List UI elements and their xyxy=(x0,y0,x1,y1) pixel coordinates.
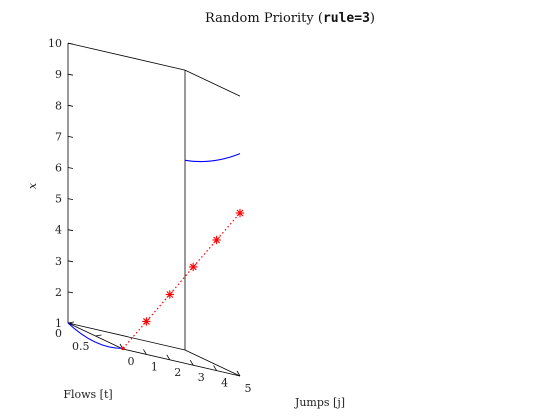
chart-title: Random Priority (rule=3) xyxy=(205,11,375,26)
z-tick-mark xyxy=(67,198,74,200)
x-axis-label: Jumps [j] xyxy=(294,396,345,409)
z-tick-label: 5 xyxy=(55,193,62,206)
z-tick-mark xyxy=(67,229,74,232)
z-tick-mark xyxy=(67,167,74,169)
y-tick-mark xyxy=(95,334,102,337)
jump-point-stroke xyxy=(213,236,220,244)
z-tick-label: 8 xyxy=(55,99,62,112)
z-tick-label: 6 xyxy=(55,162,62,175)
z-tick-mark xyxy=(67,291,74,294)
jump-point xyxy=(142,317,151,326)
y-tick-label: 0.5 xyxy=(72,340,90,353)
x-tick-mark xyxy=(213,365,217,371)
x-tick-label: 4 xyxy=(221,377,228,390)
y-tick-label: 0 xyxy=(55,327,62,340)
series xyxy=(67,153,245,351)
z-tick-label: 3 xyxy=(55,255,62,268)
z-tick-label: 7 xyxy=(55,130,62,143)
x-tick-label: 3 xyxy=(198,371,205,384)
z-tick-mark xyxy=(67,136,74,138)
z-tick-label: 9 xyxy=(55,68,62,81)
x-tick-label: 5 xyxy=(245,382,252,395)
axes-box xyxy=(67,42,241,377)
z-tick-mark xyxy=(67,260,74,263)
z-tick-label: 4 xyxy=(55,224,62,237)
z-tick-label: 2 xyxy=(55,286,62,299)
z-tick-mark xyxy=(67,104,74,107)
z-tick-mark xyxy=(67,73,74,76)
flow-curve xyxy=(67,322,124,349)
y-tick-mark xyxy=(67,321,75,324)
box-edge-floor-near xyxy=(122,348,241,377)
z-tick-label: 10 xyxy=(48,37,62,50)
y-axis-label: Flows [t] xyxy=(63,388,112,401)
x-tick-label: 0 xyxy=(128,355,135,368)
z-tick-label: 1 xyxy=(55,317,62,330)
flow-curve xyxy=(184,153,241,163)
x-tick-mark xyxy=(236,370,241,377)
jump-point-stroke xyxy=(166,291,174,298)
jump-point xyxy=(212,235,221,245)
x-tick-label: 1 xyxy=(151,360,158,373)
x-tick-mark xyxy=(189,359,194,366)
box-edge-floor-right xyxy=(184,349,241,377)
jump-point-stroke xyxy=(236,209,244,217)
jump-point xyxy=(235,208,245,218)
jump-point xyxy=(165,290,175,299)
jump-point-stroke xyxy=(189,263,197,271)
z-tick-mark xyxy=(67,42,74,45)
jump-point xyxy=(121,346,125,351)
jump-path-line xyxy=(122,212,241,349)
x-tick-label: 2 xyxy=(174,366,181,379)
jump-point xyxy=(188,262,198,272)
box-edge-floor-front xyxy=(67,322,186,351)
z-axis-label: x xyxy=(26,182,39,189)
x-tick-mark xyxy=(143,349,147,355)
jump-point-stroke xyxy=(143,318,150,325)
box-edge-top-back xyxy=(67,42,186,71)
x-tick-mark xyxy=(166,354,171,361)
box-edge-top-right xyxy=(184,69,241,97)
